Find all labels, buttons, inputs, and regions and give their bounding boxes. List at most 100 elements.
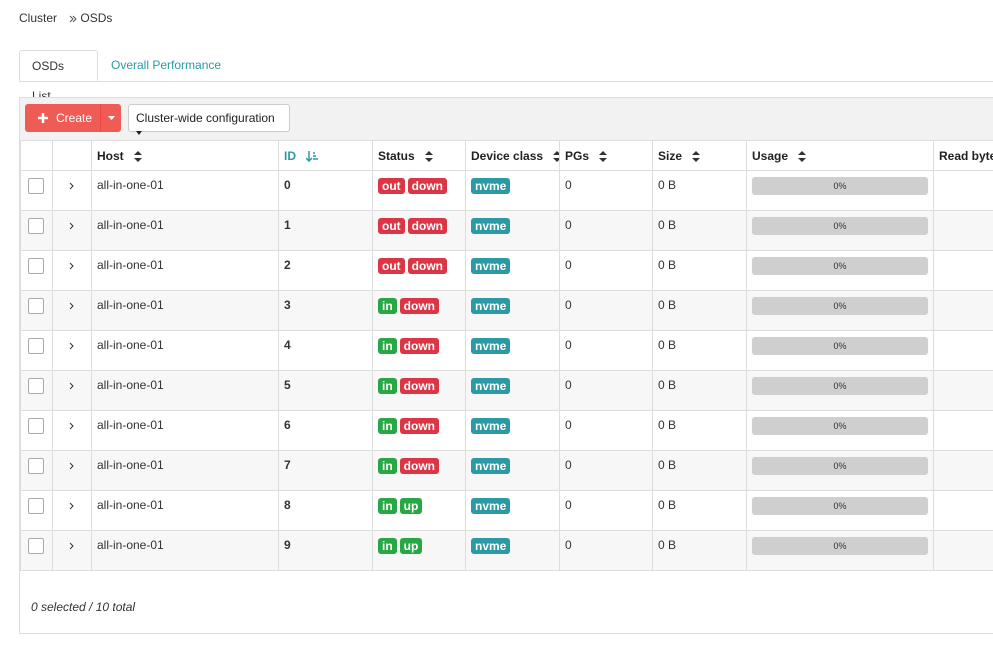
- device-class-badge: nvme: [471, 378, 511, 394]
- tab[interactable]: OSDs List: [19, 50, 98, 103]
- header-cell[interactable]: Read bytes: [933, 140, 993, 171]
- table-row: all-in-one-01 8 in up nvme 0 0 B 0%: [20, 490, 993, 531]
- read-bytes-cell: [933, 450, 993, 491]
- checkbox[interactable]: [28, 458, 44, 474]
- pgs: 0: [565, 378, 572, 392]
- device-class-cell: nvme: [465, 410, 560, 451]
- expand-cell: [52, 250, 92, 291]
- checkbox[interactable]: [28, 258, 44, 274]
- osd-id: 1: [284, 218, 291, 232]
- osd-id: 5: [284, 378, 291, 392]
- host-cell: all-in-one-01: [91, 530, 279, 571]
- header-cell[interactable]: Size: [652, 140, 747, 171]
- expand-icon[interactable]: [69, 462, 75, 470]
- column-title: Status: [378, 148, 415, 163]
- chevron: [69, 15, 77, 23]
- usage-cell: 0%: [746, 250, 934, 291]
- select-cell: [20, 250, 53, 291]
- tab[interactable]: Overall Performance: [111, 58, 222, 72]
- usage-bar: 0%: [752, 337, 928, 355]
- expand-icon[interactable]: [69, 382, 75, 390]
- dropdown-toggle[interactable]: [100, 104, 122, 132]
- status-badge: down: [399, 458, 439, 474]
- host: all-in-one-01: [97, 418, 164, 432]
- crumb-cluster[interactable]: Cluster: [19, 11, 58, 25]
- status-cell: in up: [372, 530, 466, 571]
- checkbox[interactable]: [28, 178, 44, 194]
- host-cell: all-in-one-01: [91, 450, 279, 491]
- usage-cell: 0%: [746, 370, 934, 411]
- pgs: 0: [565, 258, 572, 272]
- checkbox[interactable]: [28, 218, 44, 234]
- sort-icon: [798, 150, 807, 162]
- selection-count: 0 selected / 10 total: [31, 600, 136, 614]
- osd-id: 7: [284, 458, 291, 472]
- expand-icon[interactable]: [69, 502, 75, 510]
- host-cell: all-in-one-01: [91, 170, 279, 211]
- expand-cell: [52, 410, 92, 451]
- config-dropdown[interactable]: Cluster-wide configuration: [128, 104, 290, 135]
- expand-cell: [52, 370, 92, 411]
- usage-cell: 0%: [746, 530, 934, 571]
- status-badge: down: [407, 218, 447, 234]
- select-cell: [20, 210, 53, 251]
- status-badge: in: [378, 298, 397, 314]
- status-badge: down: [399, 418, 439, 434]
- status-badge: in: [378, 498, 397, 514]
- expand-icon[interactable]: [69, 302, 75, 310]
- status-cell: out down: [372, 170, 466, 211]
- header-cell: [20, 140, 53, 171]
- device-class-cell: nvme: [465, 450, 560, 491]
- column-title: Usage: [752, 148, 789, 163]
- expand-icon[interactable]: [69, 182, 75, 190]
- table-row: all-in-one-01 4 in down nvme 0 0 B 0%: [20, 330, 993, 371]
- osd-id: 6: [284, 418, 291, 432]
- checkbox[interactable]: [28, 298, 44, 314]
- header-cell[interactable]: Usage: [746, 140, 934, 171]
- sort-icon: [599, 150, 608, 162]
- create-button[interactable]: Create: [25, 104, 121, 132]
- pgs-cell: 0: [559, 490, 653, 531]
- usage-cell: 0%: [746, 450, 934, 491]
- osd-id: 0: [284, 178, 291, 192]
- pgs-cell: 0: [559, 250, 653, 291]
- header-cell[interactable]: Status: [372, 140, 466, 171]
- size: 0 B: [658, 298, 677, 312]
- expand-icon[interactable]: [69, 222, 75, 230]
- checkbox[interactable]: [28, 418, 44, 434]
- host: all-in-one-01: [97, 378, 164, 392]
- id-cell: 0: [278, 170, 373, 211]
- expand-icon[interactable]: [69, 422, 75, 430]
- usage-bar: 0%: [752, 417, 928, 435]
- size: 0 B: [658, 178, 677, 192]
- expand-icon[interactable]: [69, 342, 75, 350]
- read-bytes-cell: [933, 330, 993, 371]
- table-row: all-in-one-01 2 out down nvme 0 0 B 0%: [20, 250, 993, 291]
- pgs: 0: [565, 498, 572, 512]
- checkbox[interactable]: [28, 538, 44, 554]
- select-cell: [20, 290, 53, 331]
- osd-id: 4: [284, 338, 291, 352]
- expand-icon[interactable]: [69, 542, 75, 550]
- device-class-cell: nvme: [465, 330, 560, 371]
- device-class-badge: nvme: [471, 538, 511, 554]
- expand-icon[interactable]: [69, 262, 75, 270]
- header-cell[interactable]: PGs: [559, 140, 653, 171]
- select-cell: [20, 370, 53, 411]
- select-cell: [20, 410, 53, 451]
- status-cell: in up: [372, 490, 466, 531]
- header-cell[interactable]: Device class: [465, 140, 560, 171]
- sort-icon: [305, 151, 319, 163]
- size-cell: 0 B: [652, 210, 747, 251]
- device-class-cell: nvme: [465, 370, 560, 411]
- checkbox[interactable]: [28, 378, 44, 394]
- checkbox[interactable]: [28, 498, 44, 514]
- usage-cell: 0%: [746, 410, 934, 451]
- pgs-cell: 0: [559, 370, 653, 411]
- device-class-badge: nvme: [471, 178, 511, 194]
- header-cell[interactable]: Host: [91, 140, 279, 171]
- checkbox[interactable]: [28, 338, 44, 354]
- device-class-cell: nvme: [465, 170, 560, 211]
- header-cell[interactable]: ID: [278, 140, 373, 171]
